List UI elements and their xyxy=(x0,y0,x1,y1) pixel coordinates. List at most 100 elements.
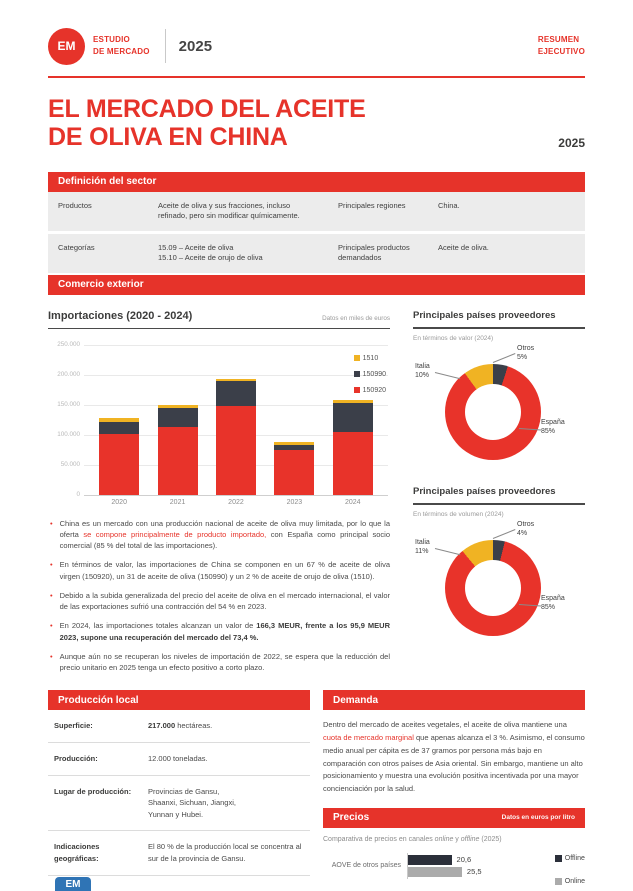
definicion-table: Productos Aceite de oliva y sus fraccion… xyxy=(48,191,585,273)
bar-segment-150990 xyxy=(274,444,315,450)
x-axis-tick-label: 2022 xyxy=(228,498,244,506)
donut-label-italia: Italia 11% xyxy=(415,538,430,557)
legend-item: Online xyxy=(554,877,585,885)
bar-segment-1510 xyxy=(157,404,198,409)
price-value-label: 25,5 xyxy=(466,867,482,877)
program-name: ESTUDIO DE MERCADO xyxy=(93,34,150,57)
cell-productos-label: Productos xyxy=(58,200,92,210)
text-segment: online xyxy=(434,835,454,843)
text-segment: offline xyxy=(460,835,480,843)
text-segment: 166,3 MEUR xyxy=(256,621,301,631)
precios-heading-bar: Precios Datos en euros por litro xyxy=(323,807,585,828)
stacked-bar xyxy=(274,442,315,495)
imports-chart-title: Importaciones (2020 - 2024) xyxy=(48,309,193,322)
program-line1: ESTUDIO xyxy=(93,35,130,45)
table-row: Categorías 15.09 – Aceite de oliva 15.10… xyxy=(48,230,585,273)
bullet-marker: • xyxy=(50,560,53,570)
cell-demandados-label: Principales productos demandados xyxy=(338,242,410,263)
leader-line xyxy=(434,547,461,555)
bullet-item: • En términos de valor, las importaciones… xyxy=(48,559,390,582)
bar-segment-150920 xyxy=(332,431,373,495)
bar-segment-150920 xyxy=(99,433,140,495)
price-bar-line: 25,5 xyxy=(408,866,585,877)
bar-segment-150990 xyxy=(332,402,373,432)
bullet-item: • Aunque aún no se recuperan los niveles … xyxy=(48,651,390,674)
imports-stacked-bar-chart: 250.000 200.000 150.000 100.000 50.000 0 1510 1… xyxy=(57,341,388,498)
imports-chart-note: Datos en miles de euros xyxy=(322,314,390,322)
bullet-text: China es un mercado con una producción n… xyxy=(60,518,390,552)
text-segment: Aunque aún no se recuperan los niveles d… xyxy=(59,651,390,672)
donut-label-name: Italia xyxy=(415,362,430,370)
price-bar-online xyxy=(408,866,462,877)
legend-label: Offline xyxy=(564,854,585,862)
legend-item: 150920 xyxy=(353,387,386,394)
text-segment: En términos de valor, las importaciones … xyxy=(59,560,390,581)
bullet-text: En términos de valor, las importaciones … xyxy=(60,559,390,582)
row-label: Producción: xyxy=(54,753,98,763)
text-segment: 217.000 xyxy=(148,721,176,731)
proveedores-volumen-subtitle: En términos de volumen (2024) xyxy=(413,510,504,518)
gridline xyxy=(84,494,388,496)
bar-segment-1510 xyxy=(99,418,140,422)
definicion-heading: Definición del sector xyxy=(48,171,585,192)
donut-label-name: Otros xyxy=(517,344,535,352)
bullet-marker: • xyxy=(50,518,53,528)
y-axis-tick-label: 50.000 xyxy=(60,460,80,468)
table-row: Superficie: 217.000 hectáreas. xyxy=(48,710,310,743)
bullet-item: • China es un mercado con una producción … xyxy=(48,518,390,552)
title-block: EL MERCADO DEL ACEITE DE OLIVA EN CHINA … xyxy=(48,95,585,152)
row-value: 217.000 hectáreas. xyxy=(148,720,310,732)
page-title-line1: EL MERCADO DEL ACEITE xyxy=(48,95,366,123)
document-type: RESUMEN EJECUTIVO xyxy=(538,34,585,58)
masthead-year: 2025 xyxy=(178,37,213,55)
gridline xyxy=(84,344,388,346)
page-title-line2: DE OLIVA EN CHINA xyxy=(48,123,288,152)
bar-segment-150990 xyxy=(99,421,140,434)
bullet-marker: • xyxy=(50,621,53,631)
masthead: EM ESTUDIO DE MERCADO 2025 RESUMEN EJECU… xyxy=(48,26,585,66)
donut-label-pct: 85% xyxy=(541,603,556,611)
precios-chart-subtitle: Comparativa de precios en canales online… xyxy=(323,836,585,843)
donut-label-pct: 4% xyxy=(517,529,528,537)
x-axis-tick-label: 2024 xyxy=(344,498,361,506)
price-bar-offline xyxy=(408,854,452,865)
proveedores-volumen-title: Principales países proveedores xyxy=(413,486,585,505)
table-row: Indicaciones geográficas: El 80 % de la p… xyxy=(48,831,310,876)
donut-ring xyxy=(445,539,541,636)
categoria-1510: 15.10 – Aceite de orujo de oliva xyxy=(158,253,263,262)
stacked-bar xyxy=(157,404,198,495)
page-title: EL MERCADO DEL ACEITE DE OLIVA EN CHINA xyxy=(48,95,366,152)
title-year: 2025 xyxy=(558,135,585,150)
cell-categorias-label: Categorías xyxy=(58,242,95,252)
text-segment: 95,9 MEUR 2023, supone una recuperación … xyxy=(59,621,391,642)
text-segment: China es un mercado con una producción n… xyxy=(59,518,390,539)
price-bars: 20,6 25,5 xyxy=(407,852,585,879)
donut-ring xyxy=(445,363,541,460)
proveedores-volumen-donut-chart: Otros 4% España 85% Italia 11% xyxy=(413,521,585,648)
cell-regiones-value: China. xyxy=(438,200,460,210)
leader-line xyxy=(492,352,516,363)
text-segment: , frente a los xyxy=(300,621,351,631)
precios-heading: Precios xyxy=(333,812,370,824)
footer-em-logo: EM xyxy=(55,877,91,891)
row-value: 12.000 toneladas. xyxy=(148,753,310,765)
masthead-divider xyxy=(164,29,166,63)
legend-item: 1510 xyxy=(353,354,386,362)
imports-legend: 1510 150990 150920 xyxy=(353,354,386,403)
donut-label-españa: España 85% xyxy=(541,418,565,437)
x-axis-tick-label: 2021 xyxy=(169,498,186,506)
bullet-item: • En 2024, las importaciones totales alca… xyxy=(48,620,390,643)
row-label: Lugar de producción: xyxy=(54,786,132,796)
x-axis-tick-label: 2023 xyxy=(286,498,303,506)
legend-swatch xyxy=(353,355,360,361)
leader-line xyxy=(434,371,461,379)
gridline xyxy=(84,374,388,376)
bar-segment-1510 xyxy=(332,400,373,403)
bullet-text: Aunque aún no se recuperan los niveles d… xyxy=(60,651,390,674)
produccion-table: Superficie: 217.000 hectáreas. Producción:… xyxy=(48,710,310,876)
stacked-bar xyxy=(99,418,140,495)
cell-productos-value: Aceite de oliva y sus fracciones, inclus… xyxy=(158,200,300,221)
legend-label: 1510 xyxy=(362,354,379,362)
donut-label-pct: 11% xyxy=(415,547,429,555)
